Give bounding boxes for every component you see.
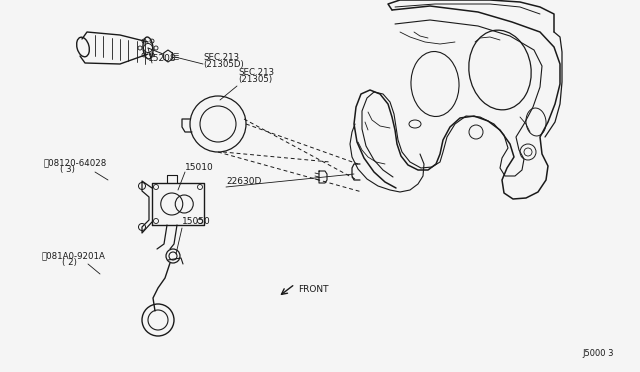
Text: (21305): (21305) [238,75,272,84]
Text: SEC.213: SEC.213 [203,53,239,62]
Text: SEC.213: SEC.213 [238,68,274,77]
Text: FRONT: FRONT [298,285,328,294]
Text: 15208: 15208 [148,54,177,63]
Text: (21305D): (21305D) [203,60,244,69]
Text: 15050: 15050 [182,217,211,226]
Text: 22630D: 22630D [226,177,261,186]
Text: ( 3): ( 3) [60,165,75,174]
Text: Ⓑ08120-64028: Ⓑ08120-64028 [44,158,108,167]
Text: 15010: 15010 [185,163,214,172]
Text: Ⓑ081A0-9201A: Ⓑ081A0-9201A [42,251,106,260]
Text: J5000 3: J5000 3 [582,349,614,358]
Text: ( 2): ( 2) [62,258,77,267]
